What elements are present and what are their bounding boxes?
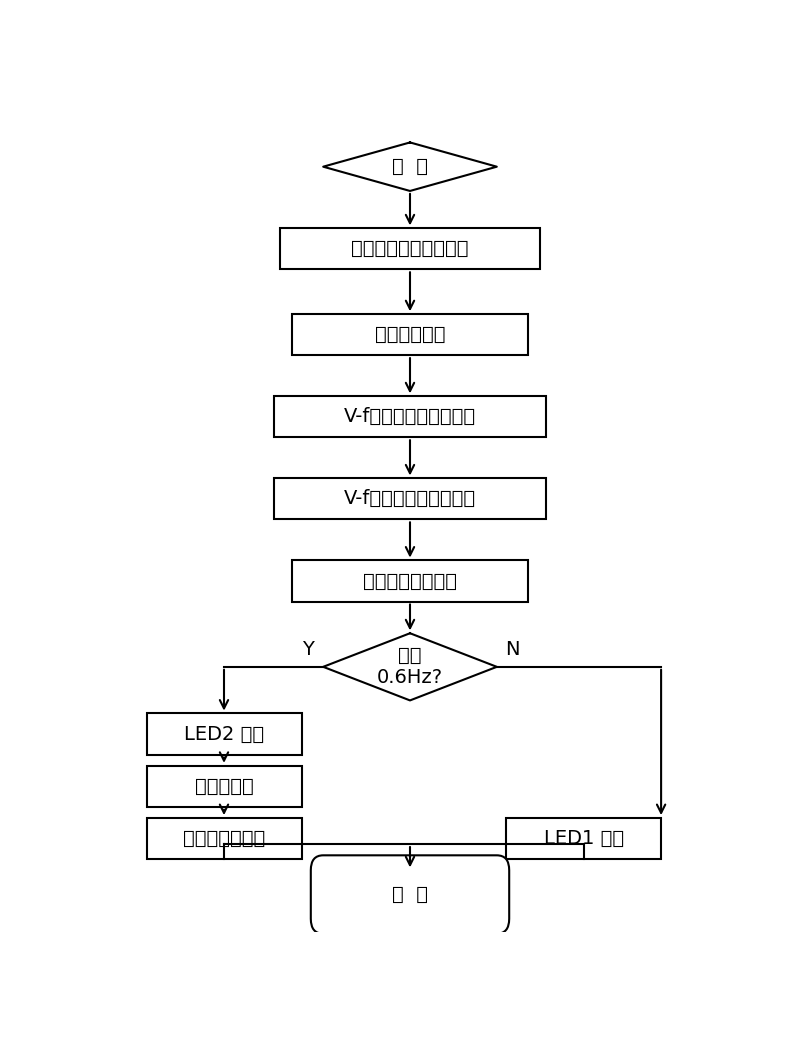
Text: 传感器变化引起的电压: 传感器变化引起的电压 [351,240,469,259]
Text: LED2 发光: LED2 发光 [184,725,264,743]
Bar [146,713,302,755]
Text: 开  始: 开 始 [392,157,428,176]
Bar [274,396,546,438]
Text: LED1 发光: LED1 发光 [543,829,624,848]
Text: V-f变换器中积分器部分: V-f变换器中积分器部分 [344,407,476,426]
Text: 蜂鸣器鸣叫: 蜂鸣器鸣叫 [194,777,254,796]
Text: Y: Y [302,641,314,660]
Bar [146,765,302,807]
Text: 结  束: 结 束 [392,885,428,904]
Bar [506,818,661,859]
Bar [274,478,546,519]
Bar [292,560,528,602]
Bar [146,818,302,859]
Text: N: N [505,641,519,660]
Bar [280,228,540,269]
Text: 大于
0.6Hz?: 大于 0.6Hz? [377,646,443,687]
FancyBboxPatch shape [310,855,509,934]
Text: 半桥差动电路: 半桥差动电路 [374,326,446,344]
Bar [292,314,528,355]
Polygon shape [323,142,497,191]
Text: 计数器计数一次: 计数器计数一次 [183,829,265,848]
Polygon shape [323,633,497,700]
Text: 数字式频率比较器: 数字式频率比较器 [363,572,457,591]
Text: V-f变换器中比较器部分: V-f变换器中比较器部分 [344,489,476,509]
